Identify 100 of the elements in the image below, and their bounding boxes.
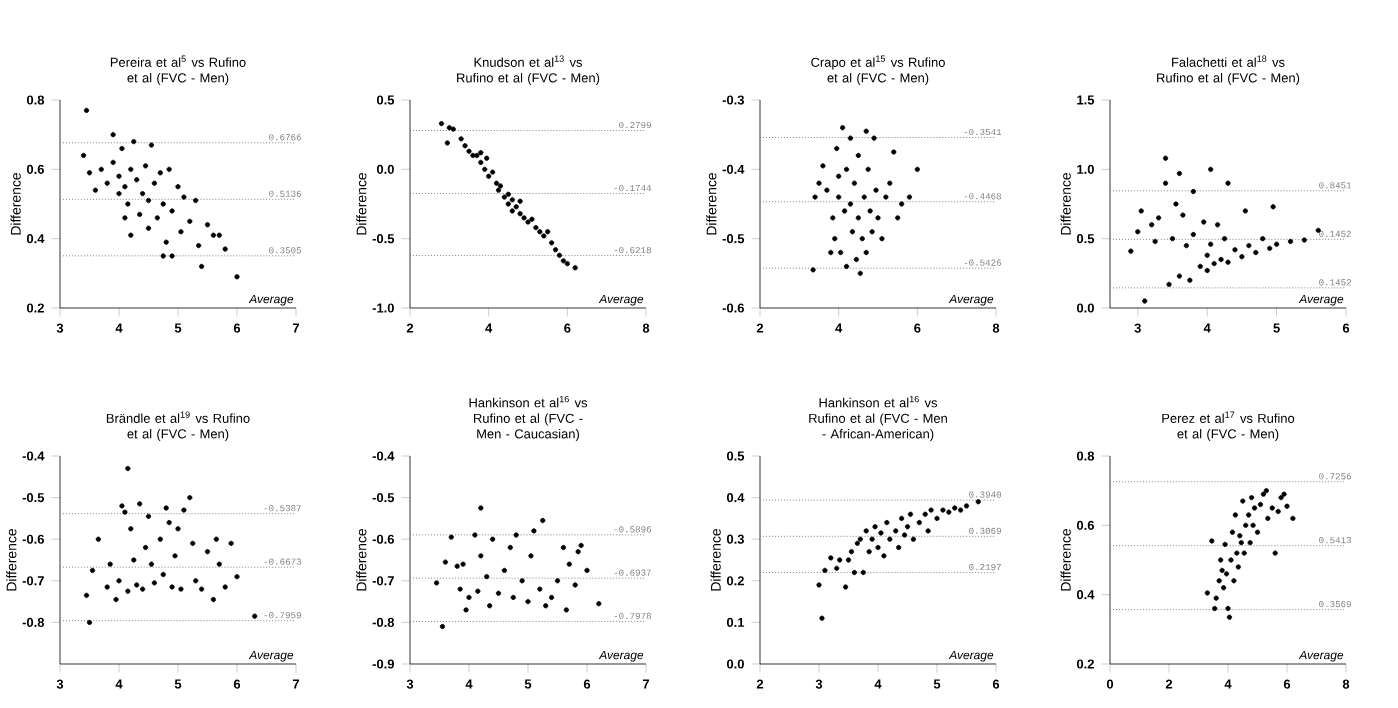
point — [873, 187, 879, 193]
point — [457, 586, 463, 592]
point — [549, 240, 555, 246]
point — [81, 152, 87, 159]
point — [199, 263, 205, 269]
point — [572, 582, 578, 588]
point — [1274, 241, 1280, 247]
point — [840, 125, 846, 131]
point — [210, 596, 216, 603]
point — [899, 201, 905, 207]
point — [1287, 238, 1294, 245]
point — [914, 166, 920, 172]
point — [501, 567, 507, 573]
point — [867, 208, 873, 214]
point — [116, 191, 122, 197]
point — [487, 603, 493, 609]
point — [131, 557, 137, 563]
point — [896, 544, 902, 551]
point — [1243, 522, 1249, 528]
point — [137, 501, 143, 507]
point — [513, 204, 519, 210]
point — [1235, 564, 1241, 570]
point — [89, 567, 96, 573]
point — [820, 163, 826, 169]
point — [125, 465, 131, 472]
point — [1269, 505, 1275, 511]
point — [137, 211, 143, 217]
point — [1216, 578, 1222, 584]
point — [584, 567, 590, 573]
point — [497, 183, 504, 189]
point — [810, 267, 816, 273]
point — [552, 247, 559, 253]
point — [458, 136, 464, 142]
point — [834, 145, 840, 152]
point — [1187, 277, 1193, 283]
point — [1212, 605, 1218, 612]
point — [1250, 522, 1256, 528]
point — [531, 528, 537, 534]
point — [922, 511, 928, 517]
point — [104, 180, 110, 186]
point — [454, 563, 460, 569]
point — [549, 594, 555, 601]
point — [828, 555, 834, 561]
point — [216, 561, 222, 567]
point — [1215, 222, 1221, 228]
point — [145, 225, 152, 231]
point — [1208, 241, 1214, 247]
point — [934, 515, 940, 521]
point — [484, 574, 490, 580]
point — [895, 215, 901, 221]
point — [872, 524, 878, 530]
point — [845, 557, 852, 563]
point — [519, 578, 525, 584]
point — [472, 532, 478, 538]
point — [537, 229, 543, 235]
point — [98, 166, 104, 172]
point — [166, 166, 172, 172]
point — [861, 194, 867, 200]
point — [1263, 488, 1269, 494]
point — [234, 574, 240, 580]
point — [450, 126, 456, 132]
point — [107, 561, 113, 567]
point — [847, 135, 854, 141]
point — [1135, 229, 1141, 235]
point — [560, 258, 566, 264]
point — [169, 584, 175, 590]
point — [166, 519, 172, 526]
point — [151, 580, 157, 586]
point — [478, 159, 484, 165]
point — [1223, 571, 1230, 577]
point — [148, 561, 155, 567]
point — [501, 194, 507, 200]
point — [1204, 252, 1210, 258]
point — [1238, 540, 1244, 546]
point — [1226, 614, 1233, 620]
point — [863, 528, 869, 534]
point — [596, 601, 602, 607]
point — [1225, 259, 1231, 265]
point — [836, 194, 842, 200]
point — [1228, 557, 1234, 563]
point — [222, 584, 228, 590]
point — [148, 142, 155, 148]
point — [228, 540, 234, 546]
point — [444, 140, 450, 146]
point — [572, 265, 578, 271]
point — [851, 180, 857, 186]
point — [1218, 256, 1224, 263]
point — [901, 532, 908, 538]
point — [1190, 188, 1196, 195]
point — [1246, 512, 1252, 518]
point — [837, 557, 843, 563]
point — [1183, 243, 1189, 249]
point — [95, 536, 101, 542]
point — [556, 252, 563, 258]
point — [495, 187, 502, 193]
point — [847, 201, 854, 207]
point — [564, 261, 570, 267]
point — [1239, 254, 1245, 260]
point — [1204, 590, 1210, 596]
point — [163, 505, 169, 511]
